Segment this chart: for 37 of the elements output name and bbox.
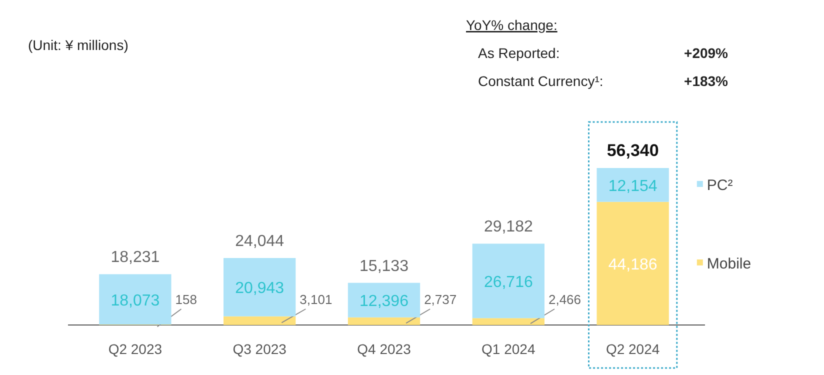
data-label: 20,943 (235, 280, 284, 298)
data-label: 158 (175, 292, 197, 307)
data-label: 3,101 (300, 292, 332, 307)
total-label: 18,231 (110, 249, 160, 266)
data-label: 2,737 (424, 292, 457, 307)
total-label: 56,340 (606, 141, 659, 160)
bar (348, 317, 420, 325)
bar (596, 202, 669, 325)
total-label: 24,044 (235, 233, 284, 250)
data-label: 12,396 (360, 293, 409, 310)
text: (Unit: ¥ millions) (28, 37, 128, 53)
legend-label: PC² (706, 176, 733, 194)
text: Constant Currency¹: (478, 73, 604, 89)
total-label: 29,182 (484, 218, 533, 236)
legend-label: Mobile (706, 255, 752, 272)
data-label: 12,154 (608, 178, 658, 195)
x-tick-label: Q4 2023 (357, 341, 412, 357)
bar (99, 274, 172, 325)
bar (472, 318, 544, 325)
x-tick-label: Q3 2023 (232, 341, 287, 357)
bar (472, 244, 544, 318)
bar (348, 282, 420, 318)
bar (224, 258, 296, 316)
x-tick-label: Q1 2024 (482, 341, 536, 357)
data-label: 26,716 (484, 274, 533, 291)
text: As Reported: (478, 45, 560, 61)
bar (596, 168, 669, 202)
x-tick-label: Q2 2023 (108, 341, 162, 357)
text: +183% (684, 73, 729, 89)
text: +209% (684, 45, 729, 61)
data-label: 44,186 (608, 256, 658, 274)
bar (224, 316, 296, 325)
data-label: 2,466 (548, 292, 582, 307)
data-label: 18,073 (110, 292, 160, 310)
x-tick-label: Q2 2024 (606, 341, 660, 357)
text: YoY% change: (466, 17, 558, 33)
total-label: 15,133 (360, 258, 409, 275)
